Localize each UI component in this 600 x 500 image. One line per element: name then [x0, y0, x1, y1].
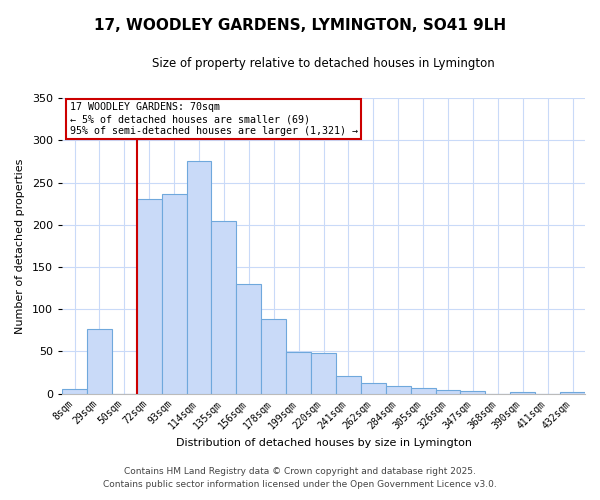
Bar — [436, 390, 460, 394]
Bar — [386, 386, 410, 394]
Bar — [161, 194, 187, 394]
Bar — [261, 318, 286, 394]
Bar — [311, 353, 336, 394]
Text: 17 WOODLEY GARDENS: 70sqm
← 5% of detached houses are smaller (69)
95% of semi-d: 17 WOODLEY GARDENS: 70sqm ← 5% of detach… — [70, 102, 358, 136]
Bar — [137, 200, 161, 394]
Text: 17, WOODLEY GARDENS, LYMINGTON, SO41 9LH: 17, WOODLEY GARDENS, LYMINGTON, SO41 9LH — [94, 18, 506, 32]
Bar — [460, 391, 485, 394]
Bar — [361, 382, 386, 394]
Bar — [410, 388, 436, 394]
Bar — [236, 284, 261, 394]
Bar — [510, 392, 535, 394]
Bar — [87, 328, 112, 394]
Bar — [211, 222, 236, 394]
Bar — [62, 388, 87, 394]
Bar — [187, 162, 211, 394]
Title: Size of property relative to detached houses in Lymington: Size of property relative to detached ho… — [152, 58, 495, 70]
Text: Contains HM Land Registry data © Crown copyright and database right 2025.
Contai: Contains HM Land Registry data © Crown c… — [103, 468, 497, 489]
Bar — [286, 352, 311, 394]
Y-axis label: Number of detached properties: Number of detached properties — [15, 158, 25, 334]
Bar — [560, 392, 585, 394]
Bar — [336, 376, 361, 394]
X-axis label: Distribution of detached houses by size in Lymington: Distribution of detached houses by size … — [176, 438, 472, 448]
